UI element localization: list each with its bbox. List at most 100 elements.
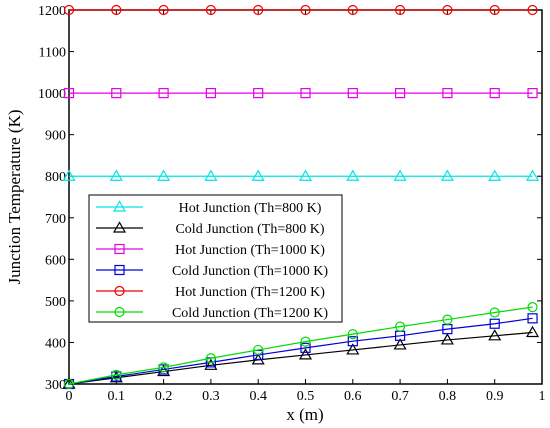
data-point-triangle	[251, 169, 265, 181]
series-group	[63, 4, 538, 16]
data-point-circle	[347, 4, 358, 16]
data-point-square	[158, 88, 169, 99]
legend-item: Cold Junction (Th=1000 K)	[96, 264, 328, 279]
data-point-circle	[205, 4, 216, 16]
data-point-circle	[114, 306, 125, 318]
data-point-triangle	[346, 169, 360, 181]
data-point-square	[347, 88, 358, 99]
series-group	[62, 169, 540, 181]
data-point-triangle	[525, 169, 540, 181]
data-point-square	[527, 313, 538, 324]
data-point-square	[442, 88, 453, 99]
data-point-square	[253, 88, 264, 99]
data-point-circle	[395, 4, 406, 16]
data-point-circle	[63, 4, 75, 16]
y-tick-label: 900	[45, 129, 66, 144]
data-point-triangle	[393, 338, 407, 350]
legend-label: Hot Junction (Th=1000 K)	[175, 243, 325, 258]
data-point-triangle	[204, 169, 218, 181]
data-point-circle	[395, 321, 406, 332]
data-point-circle	[111, 369, 122, 380]
y-tick-label: 500	[45, 295, 66, 310]
data-point-triangle	[440, 333, 454, 345]
y-tick-label: 1000	[38, 87, 66, 102]
y-tick-label: 600	[45, 253, 66, 268]
legend-label: Hot Junction (Th=800 K)	[179, 201, 322, 216]
data-point-triangle	[112, 200, 127, 212]
data-point-circle	[158, 4, 169, 16]
series-layer	[62, 4, 540, 390]
data-point-square	[395, 88, 406, 99]
data-point-circle	[489, 307, 500, 318]
x-tick-label: 0.3	[202, 389, 220, 404]
data-point-circle	[527, 302, 538, 313]
data-point-square	[489, 88, 500, 99]
data-point-circle	[158, 362, 169, 373]
data-point-circle	[253, 344, 264, 356]
series-line	[68, 306, 533, 385]
data-point-circle	[63, 378, 75, 390]
x-tick-label: 0.4	[249, 389, 267, 404]
legend-item: Hot Junction (Th=1200 K)	[96, 285, 325, 300]
legend-label: Cold Junction (Th=1200 K)	[172, 306, 328, 321]
data-point-circle	[114, 285, 125, 297]
x-axis-title: x (m)	[286, 405, 323, 424]
data-point-square	[205, 88, 216, 99]
data-point-triangle	[62, 169, 76, 181]
series-group	[63, 302, 538, 390]
x-tick-label: 1	[539, 389, 546, 404]
data-point-square	[111, 88, 122, 99]
legend-label: Hot Junction (Th=1200 K)	[175, 285, 325, 300]
x-tick-label: 0.8	[439, 389, 457, 404]
series-line	[68, 317, 533, 385]
y-tick-label: 300	[45, 378, 66, 393]
data-point-triangle	[525, 325, 540, 338]
x-tick-label: 0.1	[108, 389, 126, 404]
x-tick-label: 0.9	[486, 389, 504, 404]
data-point-square	[489, 318, 500, 329]
data-point-circle	[111, 4, 122, 16]
data-point-triangle	[204, 358, 218, 370]
series-group	[63, 88, 538, 99]
legend-label: Cold Junction (Th=1000 K)	[172, 264, 328, 279]
y-tick-label: 700	[45, 212, 66, 227]
legend-item: Hot Junction (Th=800 K)	[96, 200, 322, 216]
x-tick-label: 0.5	[297, 389, 315, 404]
y-tick-label: 1100	[39, 46, 66, 61]
data-point-triangle	[112, 221, 127, 233]
y-axis-title: Junction Temperature (K)	[5, 109, 24, 284]
x-tick-label: 0	[66, 389, 73, 404]
legend-label: Cold Junction (Th=800 K)	[175, 222, 324, 237]
data-point-circle	[347, 329, 358, 340]
data-point-triangle	[298, 348, 313, 360]
data-point-circle	[300, 4, 311, 16]
data-point-square	[114, 264, 125, 276]
data-point-triangle	[109, 169, 123, 181]
x-tick-label: 0.6	[344, 389, 362, 404]
legend-item: Hot Junction (Th=1000 K)	[96, 243, 325, 258]
data-point-circle	[442, 314, 453, 325]
data-point-circle	[527, 4, 538, 16]
y-tick-label: 1200	[38, 4, 66, 19]
data-point-triangle	[488, 329, 502, 341]
data-point-square	[347, 336, 358, 347]
series-group	[63, 313, 538, 390]
data-point-square	[300, 88, 311, 99]
legend-box	[88, 194, 343, 323]
data-point-square	[527, 88, 538, 99]
y-tick-label: 800	[45, 170, 66, 185]
data-point-triangle	[346, 343, 360, 355]
data-point-circle	[489, 4, 500, 16]
data-point-triangle	[157, 169, 171, 181]
data-point-triangle	[393, 169, 407, 181]
data-point-circle	[253, 4, 264, 16]
legend-item: Cold Junction (Th=800 K)	[96, 221, 325, 237]
legend-item: Cold Junction (Th=1200 K)	[96, 306, 328, 321]
series-group	[62, 325, 540, 389]
x-tick-label: 0.7	[391, 389, 409, 404]
data-point-circle	[205, 353, 216, 364]
data-point-square	[63, 88, 75, 99]
series-line	[68, 331, 533, 385]
legend: Hot Junction (Th=800 K) Cold Junction (Th…	[88, 194, 343, 323]
y-tick-label: 400	[45, 336, 66, 351]
